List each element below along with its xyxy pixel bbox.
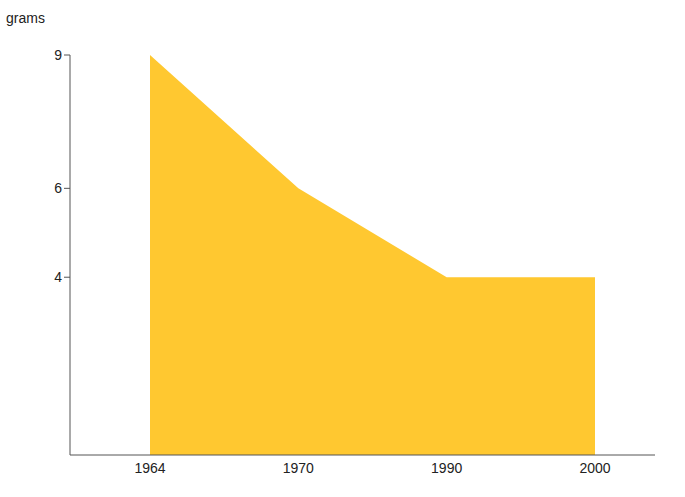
svg-text:1970: 1970: [283, 460, 314, 476]
svg-text:1964: 1964: [134, 460, 165, 476]
svg-text:4: 4: [54, 269, 62, 285]
svg-text:2000: 2000: [579, 460, 610, 476]
html-text:grams: grams: [6, 10, 45, 26]
svg-text:9: 9: [54, 47, 62, 63]
svg-text:1990: 1990: [431, 460, 462, 476]
svg-text:6: 6: [54, 180, 62, 196]
